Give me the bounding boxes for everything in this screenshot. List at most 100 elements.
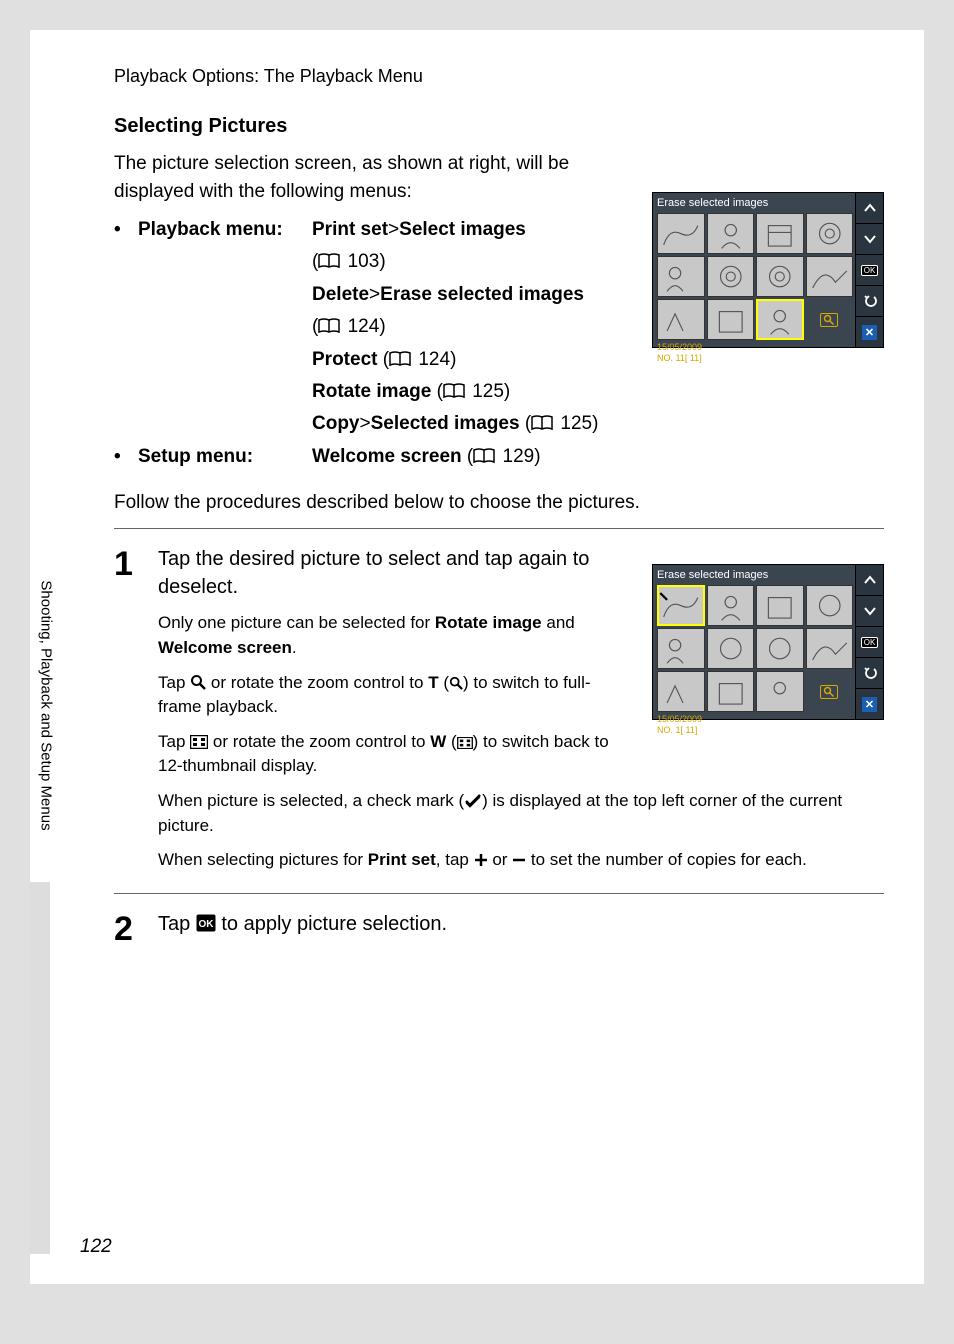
ok-button[interactable]: OK bbox=[856, 627, 883, 658]
back-button[interactable] bbox=[856, 658, 883, 689]
separator bbox=[114, 893, 884, 894]
thumbnail[interactable] bbox=[756, 671, 804, 712]
screen-sidebar: OK ✕ bbox=[855, 565, 883, 719]
down-button[interactable] bbox=[856, 224, 883, 255]
thumbnail[interactable] bbox=[756, 256, 804, 297]
thumbnail[interactable] bbox=[657, 256, 705, 297]
thumbnail[interactable] bbox=[657, 299, 705, 340]
thumbnail[interactable] bbox=[806, 628, 854, 669]
thumbnail[interactable] bbox=[707, 256, 755, 297]
thumbnail[interactable] bbox=[707, 628, 755, 669]
thumbnail[interactable] bbox=[806, 256, 854, 297]
t-bold: T bbox=[428, 673, 438, 692]
counter: NO. 11[ 11] bbox=[657, 353, 853, 363]
t: Tap bbox=[158, 913, 196, 935]
side-tab-label: Shooting, Playback and Setup Menus bbox=[38, 580, 55, 830]
ok-button[interactable]: OK bbox=[856, 255, 883, 286]
t: to set the number of copies for each. bbox=[526, 850, 807, 869]
thumbnail-icon bbox=[457, 737, 473, 749]
thumbnail[interactable] bbox=[756, 213, 804, 254]
back-button[interactable] bbox=[856, 286, 883, 317]
playback-menu-label: Playback menu bbox=[138, 219, 276, 240]
down-button[interactable] bbox=[856, 596, 883, 627]
t: . bbox=[292, 638, 297, 657]
protect-label: Protect bbox=[312, 349, 377, 370]
setup-menu-row: • Setup menu: Welcome screen ( 129) bbox=[114, 442, 624, 474]
check-icon bbox=[464, 794, 482, 808]
ok-icon: OK bbox=[196, 914, 216, 932]
thumbnail[interactable] bbox=[657, 213, 705, 254]
page-header: Playback Options: The Playback Menu bbox=[114, 66, 884, 87]
t: to apply picture selection. bbox=[216, 913, 447, 935]
step1-sub5: When selecting pictures for Print set, t… bbox=[158, 848, 884, 873]
gt: > bbox=[369, 284, 380, 305]
pageref: 125 bbox=[560, 413, 592, 434]
thumbnail[interactable] bbox=[707, 299, 755, 340]
thumbnail-grid bbox=[657, 213, 853, 340]
t: or rotate the zoom control to bbox=[206, 673, 428, 692]
playback-menu-row: • Playback menu: Print set>Select images… bbox=[114, 215, 624, 442]
thumbnail[interactable] bbox=[707, 213, 755, 254]
thumbnail[interactable] bbox=[756, 585, 804, 626]
printset-b: Select images bbox=[399, 219, 526, 240]
step-number: 1 bbox=[114, 545, 158, 883]
step-2: 2 Tap OK to apply picture selection. bbox=[114, 910, 884, 948]
svg-text:OK: OK bbox=[198, 919, 214, 930]
magnify-icon bbox=[449, 676, 463, 690]
ok-label: OK bbox=[861, 265, 879, 276]
side-tab-bar bbox=[30, 882, 50, 1254]
thumbnail[interactable] bbox=[806, 213, 854, 254]
minus-icon bbox=[512, 853, 526, 867]
page-number: 122 bbox=[80, 1236, 112, 1258]
t: or rotate the zoom control to bbox=[208, 732, 430, 751]
book-icon bbox=[531, 415, 553, 431]
rotate-bold: Rotate image bbox=[435, 613, 542, 632]
thumbnail[interactable] bbox=[707, 585, 755, 626]
magnify-button[interactable] bbox=[806, 299, 854, 340]
t: ( bbox=[439, 673, 449, 692]
screen-title: Erase selected images bbox=[657, 569, 853, 581]
t: When selecting pictures for bbox=[158, 850, 368, 869]
step2-main: Tap OK to apply picture selection. bbox=[158, 910, 884, 938]
thumbnail[interactable] bbox=[707, 671, 755, 712]
book-icon bbox=[318, 318, 340, 334]
step1-sub4: When picture is selected, a check mark (… bbox=[158, 789, 884, 838]
t: Tap bbox=[158, 673, 190, 692]
screen-date: 15/05/2009 NO. 11[ 11] bbox=[657, 342, 853, 363]
t: or bbox=[488, 850, 513, 869]
book-icon bbox=[473, 448, 495, 464]
t: Tap bbox=[158, 732, 190, 751]
up-button[interactable] bbox=[856, 193, 883, 224]
up-button[interactable] bbox=[856, 565, 883, 596]
copy-a: Copy bbox=[312, 413, 360, 434]
pageref: 124 bbox=[418, 349, 450, 370]
magnify-button[interactable] bbox=[806, 671, 854, 712]
t: When picture is selected, a check mark ( bbox=[158, 791, 464, 810]
welcome-label: Welcome screen bbox=[312, 446, 462, 467]
t: ( bbox=[446, 732, 456, 751]
close-button[interactable]: ✕ bbox=[856, 317, 883, 347]
thumbnail[interactable] bbox=[657, 671, 705, 712]
close-button[interactable]: ✕ bbox=[856, 689, 883, 719]
printset-a: Print set bbox=[312, 219, 388, 240]
side-tab: Shooting, Playback and Setup Menus bbox=[30, 530, 62, 880]
printset-bold: Print set bbox=[368, 850, 436, 869]
delete-b: Erase selected images bbox=[380, 284, 584, 305]
book-icon bbox=[389, 351, 411, 367]
gt: > bbox=[388, 219, 399, 240]
delete-a: Delete bbox=[312, 284, 369, 305]
book-icon bbox=[443, 383, 465, 399]
plus-icon bbox=[474, 853, 488, 867]
thumbnail[interactable] bbox=[657, 628, 705, 669]
bullet-icon: • bbox=[114, 215, 138, 245]
gt: > bbox=[360, 413, 371, 434]
book-icon bbox=[318, 253, 340, 269]
thumbnail-selected[interactable] bbox=[756, 299, 804, 340]
t: and bbox=[542, 613, 575, 632]
follow-text: Follow the procedures described below to… bbox=[114, 492, 884, 514]
pageref: 125 bbox=[472, 381, 504, 402]
thumbnail[interactable] bbox=[806, 585, 854, 626]
thumbnail-selected[interactable] bbox=[657, 585, 705, 626]
colon: : bbox=[276, 219, 282, 240]
thumbnail[interactable] bbox=[756, 628, 804, 669]
